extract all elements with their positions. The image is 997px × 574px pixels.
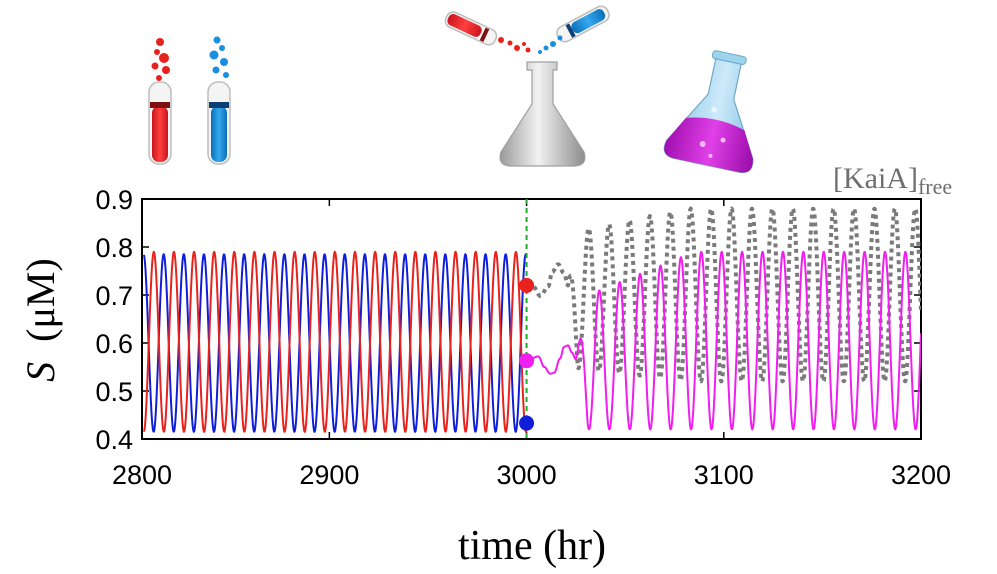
svg-text:S (μM): S (μM) <box>18 258 63 382</box>
series-line-blue <box>142 253 528 433</box>
x-tick-label: 2800 <box>112 460 172 490</box>
x-tick-label: 3100 <box>694 460 754 490</box>
y-axis-label-unit: (μM) <box>18 258 63 342</box>
y-tick-label: 0.5 <box>95 377 133 407</box>
y-axis-label: S (μM) <box>18 258 63 382</box>
mixing-point-marker <box>519 415 535 431</box>
blue-test-tube-icon <box>207 36 231 165</box>
x-axis-label: time (hr) <box>458 523 606 569</box>
y-tick-label: 0.4 <box>95 425 133 455</box>
series-line-kaia <box>525 206 921 384</box>
series-label-kaia-free: [KaiA]free <box>833 162 952 199</box>
series-line-mixed <box>526 250 921 431</box>
marker-layer <box>519 277 535 431</box>
mixing-point-marker <box>519 353 535 369</box>
x-tick-label: 3000 <box>497 460 557 490</box>
plot-frame <box>141 198 922 440</box>
red-test-tube-icon <box>148 38 172 165</box>
y-tick-label: 0.6 <box>95 329 133 359</box>
y-tick-label: 0.8 <box>95 233 133 263</box>
x-tick-label: 2900 <box>299 460 359 490</box>
series-label-kaia-main: [KaiA] <box>833 162 918 195</box>
mixing-point-marker <box>519 277 535 293</box>
pouring-blue-tube-icon <box>538 5 610 54</box>
magenta-flask-icon <box>663 50 754 174</box>
empty-flask-icon <box>499 61 586 167</box>
series-line-red <box>143 250 528 433</box>
y-axis-label-symbol: S <box>18 362 63 382</box>
series-layer <box>142 206 921 433</box>
series-label-kaia-sub: free <box>918 174 952 199</box>
y-tick-label: 0.7 <box>95 281 133 311</box>
x-tick-label: 3200 <box>891 460 951 490</box>
pouring-red-tube-icon <box>444 11 531 53</box>
y-tick-label: 0.9 <box>95 185 133 215</box>
axis-ticks: 2800 2900 3000 3100 3200 0.4 0.5 0.6 0.7 0.8 0.9 <box>95 185 951 490</box>
